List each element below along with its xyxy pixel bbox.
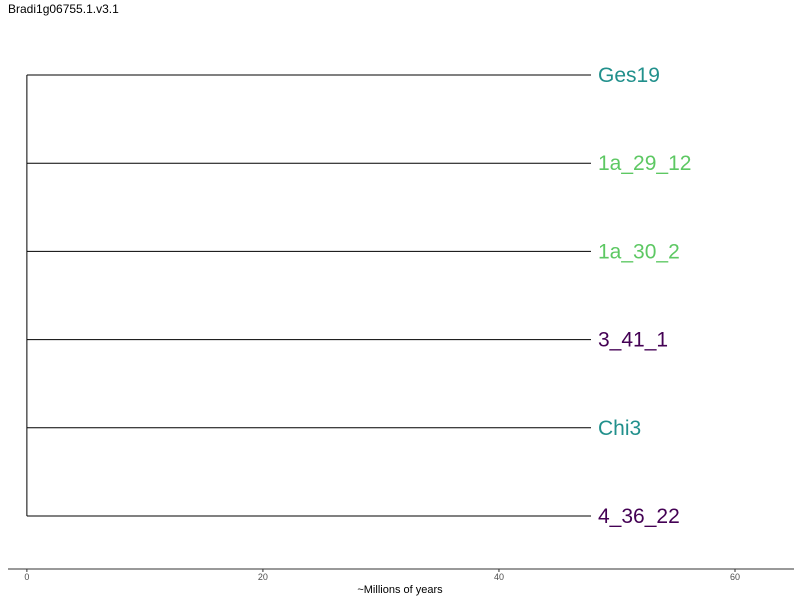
- chart-title: Bradi1g06755.1.v3.1: [8, 2, 119, 16]
- tip-label-Ges19: Ges19: [598, 64, 660, 87]
- tip-labels-group: Ges19 1a_29_12 1a_30_2 3_41_1 Chi3 4_36_22: [598, 64, 691, 528]
- tip-label-1a_30_2: 1a_30_2: [598, 240, 680, 263]
- x-axis-title: ~Millions of years: [357, 584, 443, 596]
- tip-label-1a_29_12: 1a_29_12: [598, 152, 691, 175]
- x-tick-label-0: 0: [24, 572, 29, 582]
- x-tick-label-20: 20: [258, 572, 268, 582]
- tip-label-4_36_22: 4_36_22: [598, 505, 680, 528]
- x-axis-ticks: 0 20 40 60: [24, 569, 740, 582]
- x-tick-label-40: 40: [494, 572, 504, 582]
- tip-label-Chi3: Chi3: [598, 417, 641, 440]
- x-tick-label-60: 60: [730, 572, 740, 582]
- branches-group: [26, 74, 592, 517]
- tip-label-3_41_1: 3_41_1: [598, 329, 668, 352]
